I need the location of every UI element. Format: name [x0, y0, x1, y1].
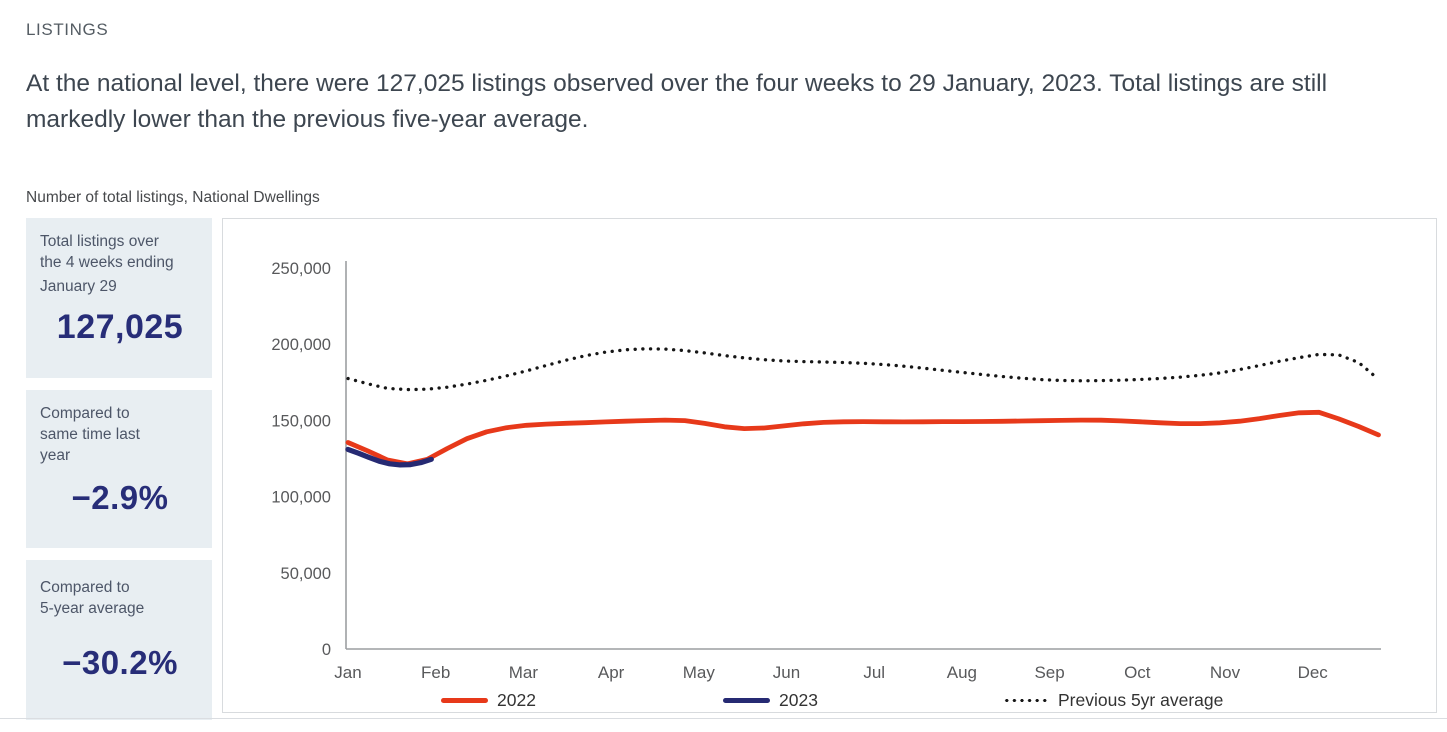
stat-label-line: Compared to: [40, 579, 130, 596]
chart-legend: 2022 2023 Previous 5yr average: [223, 688, 1436, 712]
stat-label-line: same time last: [40, 426, 140, 443]
x-tick-label-mar: Mar: [509, 663, 539, 682]
legend-label-prev-5yr-average: Previous 5yr average: [1058, 689, 1224, 710]
x-tick-label-jul: Jul: [863, 663, 885, 682]
x-tick-label-jun: Jun: [773, 663, 800, 682]
legend-swatch-dotted-line: [1003, 697, 1049, 703]
legend-label-2022: 2022: [497, 689, 536, 710]
x-tick-label-sep: Sep: [1034, 663, 1064, 682]
stat-label-line: 5-year average: [40, 600, 145, 617]
series-line-2023: [345, 446, 434, 468]
series-line-2022: [345, 409, 1381, 467]
y-tick-label: 0: [322, 641, 331, 659]
stat-label: Compared to same time last year: [40, 403, 200, 466]
legend-swatch-2022-line: [441, 697, 488, 703]
stat-label-line: year: [40, 447, 71, 464]
x-tick-label-oct: Oct: [1124, 663, 1151, 682]
legend-label-2023: 2023: [779, 689, 818, 710]
stat-value-vs-5yr-average: −30.2%: [62, 644, 178, 681]
stat-box-total-listings: Total listings over the 4 weeks ending J…: [26, 218, 212, 378]
legend-item-2022: 2022: [441, 688, 536, 712]
y-tick-label: 200,000: [271, 336, 331, 354]
page-divider: [0, 718, 1447, 719]
x-tick-label-nov: Nov: [1210, 663, 1241, 682]
stat-label: Compared to 5-year average: [40, 577, 200, 619]
y-tick-label: 50,000: [281, 565, 331, 583]
y-tick-label: 250,000: [271, 260, 331, 278]
x-tick-label-apr: Apr: [598, 663, 625, 682]
listings-chart-panel: 0 50,000 100,000 150,000 200,000 250,000 Jan Fe…: [222, 218, 1437, 713]
stat-label-line: January 29: [40, 278, 117, 295]
series-line-previous-5yr-average: [346, 347, 1381, 392]
stat-label-line: the 4 weeks ending: [40, 254, 174, 271]
stat-value-vs-last-year: −2.9%: [71, 479, 169, 516]
legend-item-2023: 2023: [723, 688, 818, 712]
stat-label: Total listings over the 4 weeks ending J…: [40, 231, 200, 297]
stat-label-line: Compared to: [40, 405, 130, 422]
chart-subtitle: Number of total listings, National Dwell…: [26, 189, 320, 206]
stat-box-vs-5yr-average: Compared to 5-year average −30.2%: [26, 560, 212, 720]
y-tick-label: 100,000: [271, 489, 331, 507]
stat-value-total-listings: 127,025: [56, 308, 184, 346]
x-tick-label-dec: Dec: [1298, 663, 1329, 682]
legend-item-prev-5yr-average: Previous 5yr average: [1003, 688, 1223, 712]
legend-swatch-2023-line: [723, 697, 770, 703]
x-tick-label-feb: Feb: [421, 663, 450, 682]
x-tick-label-may: May: [683, 663, 716, 682]
y-tick-label: 150,000: [271, 412, 331, 430]
stat-box-vs-last-year: Compared to same time last year −2.9%: [26, 390, 212, 548]
x-tick-label-jan: Jan: [334, 663, 361, 682]
summary-paragraph: At the national level, there were 127,02…: [26, 70, 1328, 133]
chart-svg: 0 50,000 100,000 150,000 200,000 250,000 Jan Fe…: [271, 260, 1381, 682]
page-title: LISTINGS: [26, 20, 109, 39]
stats-column: Total listings over the 4 weeks ending J…: [26, 218, 212, 732]
stat-label-line: Total listings over: [40, 233, 159, 250]
x-tick-label-aug: Aug: [947, 663, 977, 682]
